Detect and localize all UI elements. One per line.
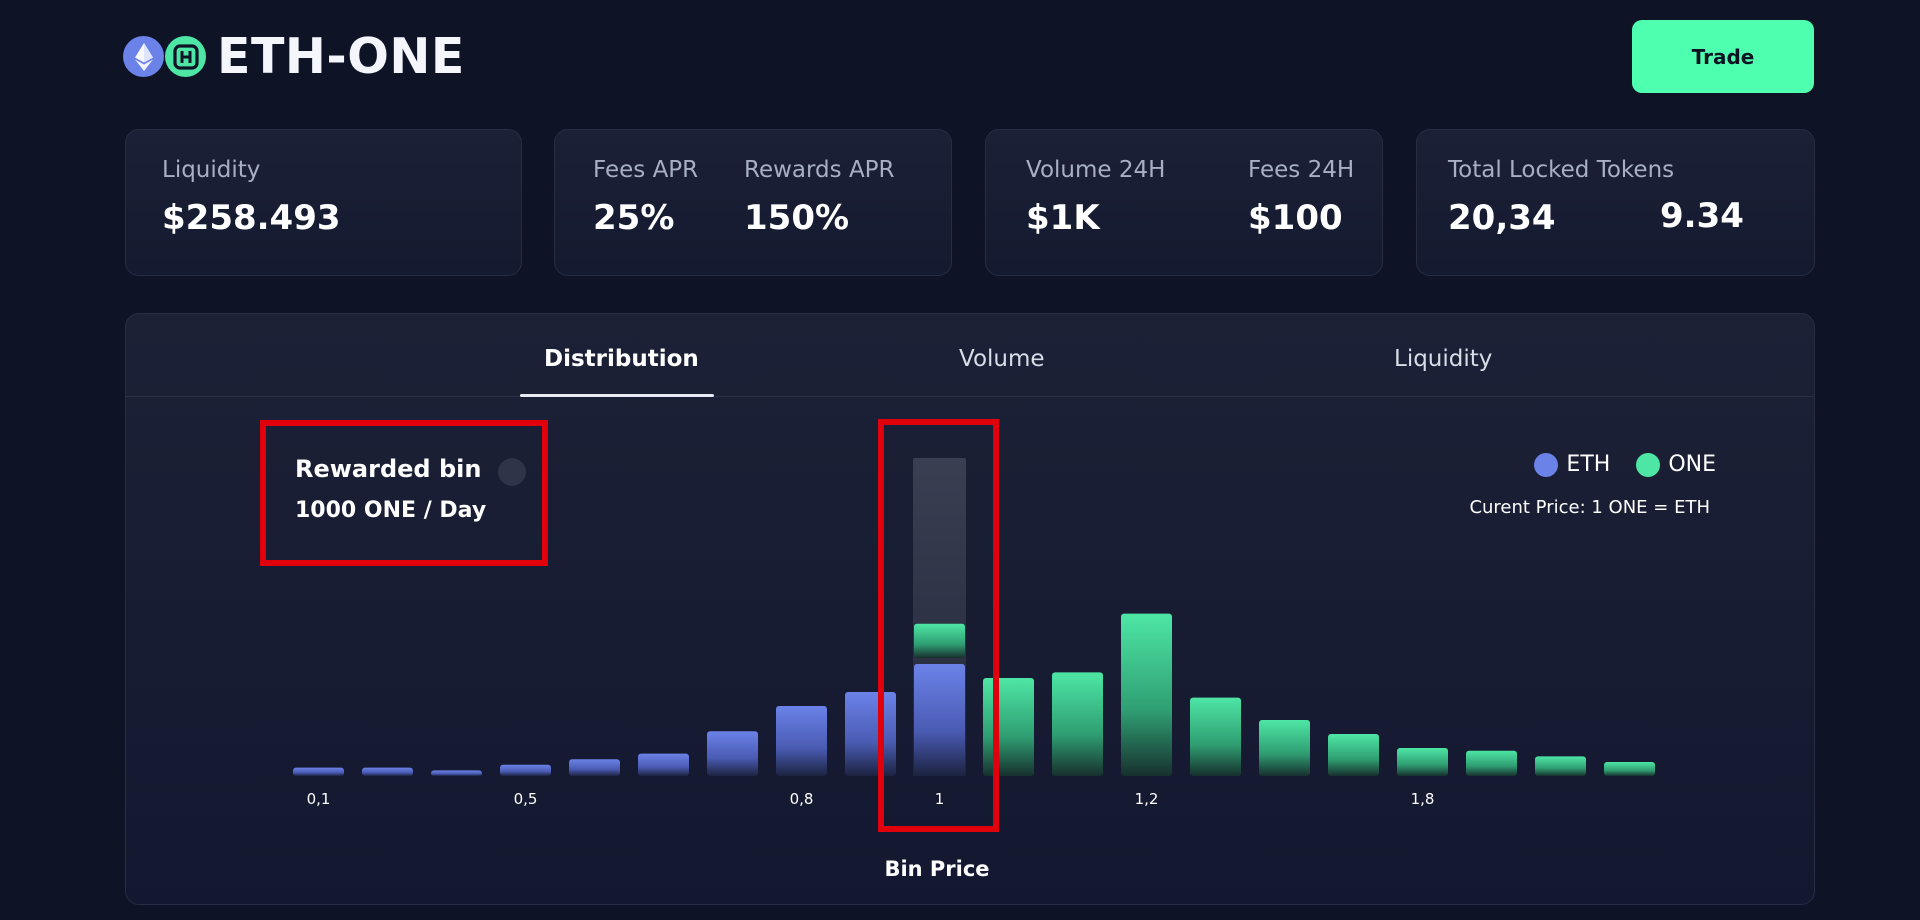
bar-eth-1	[362, 767, 413, 776]
chart-panel: Distribution Volume Liquidity Rewarded b…	[125, 313, 1815, 905]
fees-apr-value: 25%	[593, 198, 675, 238]
fees-apr-label: Fees APR	[593, 157, 699, 183]
bar-one-16	[1397, 748, 1448, 776]
tick-label: 1	[935, 790, 945, 808]
tick-label: 0,8	[790, 790, 814, 808]
distribution-chart: 0,1 0,5 0,8 1 1,2 1,8	[293, 458, 1655, 808]
bar-eth-5	[638, 753, 689, 776]
bar-eth-0	[293, 767, 344, 776]
locked-eth-value: 20,34	[1448, 198, 1556, 238]
rewarded-bin-title: Rewarded bin	[295, 455, 482, 483]
legend-swatch-eth	[1534, 452, 1559, 477]
total-locked-label: Total Locked Tokens	[1448, 157, 1675, 183]
locked-tokens-card: Total Locked Tokens 20,34 9.34	[1416, 129, 1815, 276]
current-price: Curent Price: 1 ONE = ETH	[1469, 497, 1710, 518]
locked-one-value: 9.34	[1660, 196, 1744, 236]
harmony-one-icon	[165, 36, 206, 77]
pair-title: ETH-ONE	[217, 28, 465, 85]
chart-tabs: Distribution Volume Liquidity	[126, 314, 1814, 397]
tick-label: 1,2	[1135, 790, 1159, 808]
tick-label: 1,8	[1411, 790, 1435, 808]
fees-24h-label: Fees 24H	[1248, 157, 1355, 183]
tab-volume[interactable]: Volume	[959, 346, 1045, 372]
tick-label: 0,5	[514, 790, 538, 808]
volume-24h-value: $1K	[1026, 198, 1100, 238]
liquidity-value: $258.493	[162, 198, 341, 238]
chart-legend: ETH ONE	[1508, 452, 1716, 477]
legend-label-eth: ETH	[1566, 452, 1611, 477]
bar-one-12	[1121, 613, 1172, 776]
bar-one-17	[1466, 750, 1517, 776]
bar-one-9	[914, 623, 965, 658]
bar-eth-2	[431, 770, 482, 776]
bar-eth-6	[707, 731, 758, 776]
apr-card: Fees APR 25% Rewards APR 150%	[554, 129, 952, 276]
x-axis-title: Bin Price	[884, 857, 990, 881]
bar-one-11	[1052, 672, 1103, 776]
legend-item-eth: ETH	[1534, 452, 1610, 477]
bar-eth-7	[776, 706, 827, 776]
rewarded-bin-rate: 1000 ONE / Day	[295, 498, 487, 523]
tab-distribution[interactable]: Distribution	[544, 346, 699, 372]
trade-button[interactable]: Trade	[1632, 20, 1814, 93]
bar-eth-4	[569, 759, 620, 776]
rewards-apr-value: 150%	[744, 198, 850, 238]
pair-header: ETH-ONE	[123, 32, 465, 81]
bar-one-10	[983, 678, 1034, 776]
legend-label-one: ONE	[1668, 452, 1716, 477]
bar-one-18	[1535, 756, 1586, 776]
liquidity-label: Liquidity	[162, 157, 261, 183]
bar-one-13	[1190, 697, 1241, 776]
bar-one-15	[1328, 734, 1379, 776]
active-tab-indicator	[520, 394, 714, 397]
volume-24h-label: Volume 24H	[1026, 157, 1166, 183]
tick-label: 0,1	[307, 790, 331, 808]
tab-liquidity[interactable]: Liquidity	[1394, 346, 1493, 372]
fees-24h-value: $100	[1248, 198, 1343, 238]
ethereum-icon	[123, 36, 164, 77]
bar-eth-3	[500, 764, 551, 776]
legend-swatch-one	[1636, 452, 1661, 477]
bar-eth-8	[845, 692, 896, 776]
tick-labels-group: 0,1 0,5 0,8 1 1,2 1,8	[307, 790, 1435, 808]
bars-group	[293, 458, 1655, 776]
rewards-apr-label: Rewards APR	[744, 157, 895, 183]
liquidity-card: Liquidity $258.493	[125, 129, 522, 276]
rewarded-bin-box: Rewarded bin 1000 ONE / Day	[260, 420, 548, 566]
volume-card: Volume 24H $1K Fees 24H $100	[985, 129, 1383, 276]
bar-eth-9	[914, 664, 965, 776]
bar-one-14	[1259, 720, 1310, 776]
bar-one-19	[1604, 762, 1655, 776]
rewarded-bin-indicator	[498, 458, 526, 486]
legend-item-one: ONE	[1636, 452, 1716, 477]
